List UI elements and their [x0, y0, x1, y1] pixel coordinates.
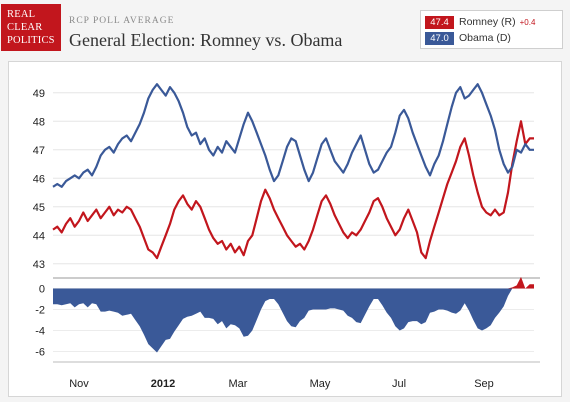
y-tick-label: 48	[33, 116, 45, 128]
spread-tick-label: -2	[35, 305, 45, 317]
series-line-romney	[52, 120, 534, 260]
series-line-obama	[52, 83, 534, 188]
spread-tick-label: 0	[39, 284, 45, 296]
spread-area-obama	[53, 288, 534, 353]
x-tick-label: May	[310, 378, 331, 390]
y-tick-label: 43	[33, 259, 45, 271]
y-tick-label: 49	[33, 88, 45, 100]
spread-area-romney	[53, 276, 534, 289]
legend-value-romney: 47.4	[425, 15, 454, 29]
x-tick-label: Sep	[474, 378, 494, 390]
spread-tick-label: -6	[35, 347, 45, 359]
y-tick-label: 44	[33, 230, 45, 242]
x-tick-label: Jul	[392, 378, 406, 390]
logo-line-2: CLEAR	[7, 22, 43, 33]
logo-line-1: REAL	[7, 9, 36, 20]
rcp-logo[interactable]: REAL CLEAR POLITICS	[1, 4, 61, 51]
y-tick-label: 45	[33, 202, 45, 214]
chart-title: General Election: Romney vs. Obama	[69, 30, 343, 50]
chart-frame: 43 44 45 46 47 48 49 0 -2 -4 -6 Nov 2012 Mar May Jul Sep	[8, 61, 562, 397]
legend-change-romney: +0.4	[519, 17, 536, 27]
legend: 47.4 Romney (R) +0.4 47.0 Obama (D)	[420, 10, 563, 49]
x-tick-label: Nov	[69, 378, 89, 390]
legend-item-obama[interactable]: 47.0 Obama (D)	[425, 30, 558, 46]
x-tick-label: Mar	[229, 378, 248, 390]
legend-label-obama: Obama (D)	[459, 32, 511, 44]
legend-item-romney[interactable]: 47.4 Romney (R) +0.4	[425, 14, 558, 30]
y-tick-label: 46	[33, 173, 45, 185]
logo-line-3: POLITICS	[7, 35, 55, 46]
chart-subtitle: RCP POLL AVERAGE	[69, 16, 175, 26]
chart-svg: 43 44 45 46 47 48 49 0 -2 -4 -6 Nov 2012 Mar May Jul Sep	[33, 83, 540, 390]
spread-tick-label: -4	[35, 326, 45, 338]
x-tick-label: 2012	[151, 378, 175, 390]
y-tick-label: 47	[33, 145, 45, 157]
legend-label-romney: Romney (R)	[459, 16, 516, 28]
legend-value-obama: 47.0	[425, 31, 454, 45]
